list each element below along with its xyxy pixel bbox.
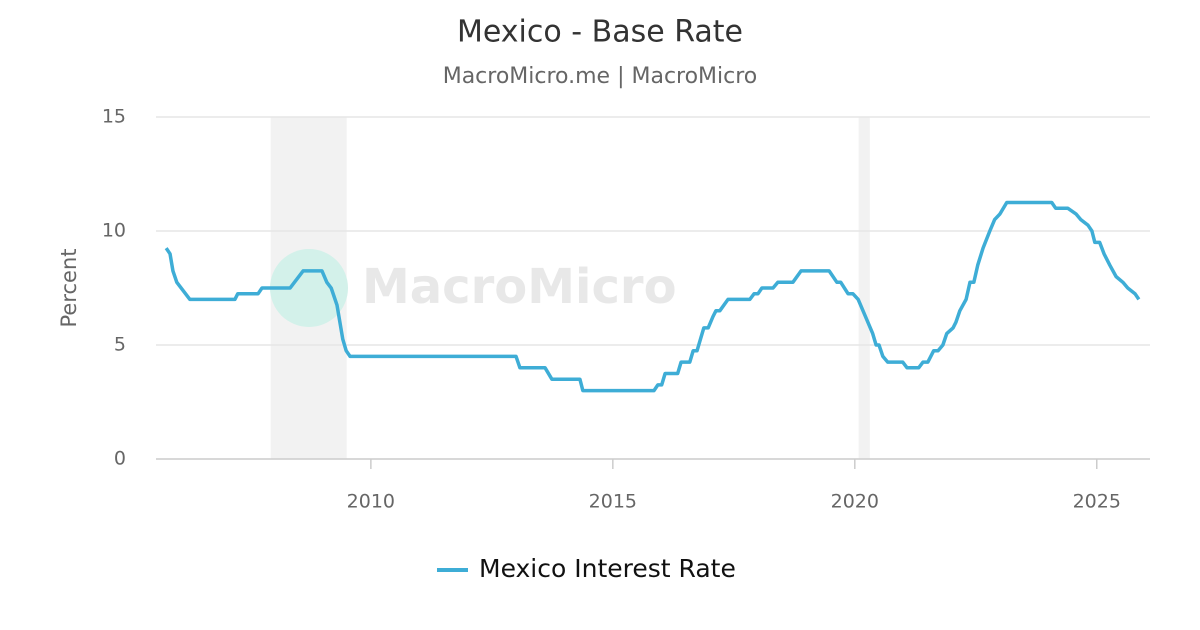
y-tick-label: 15 xyxy=(102,106,126,128)
legend-label: Mexico Interest Rate xyxy=(479,554,736,583)
chart-subtitle: MacroMicro.me | MacroMicro xyxy=(443,64,758,89)
chart-title: Mexico - Base Rate xyxy=(457,15,743,50)
y-tick-label: 0 xyxy=(114,448,126,470)
y-tick-label: 5 xyxy=(114,334,126,356)
x-tick-label: 2010 xyxy=(347,491,395,513)
series-line xyxy=(164,200,1141,393)
watermark-logo xyxy=(270,249,348,327)
x-tick-label: 2025 xyxy=(1073,491,1121,513)
watermark: MacroMicro xyxy=(362,259,677,315)
shaded-period xyxy=(858,117,870,459)
x-tick-label: 2015 xyxy=(589,491,637,513)
x-tick-label: 2020 xyxy=(831,491,879,513)
y-tick-label: 10 xyxy=(102,220,126,242)
y-axis-label: Percent xyxy=(57,248,81,327)
